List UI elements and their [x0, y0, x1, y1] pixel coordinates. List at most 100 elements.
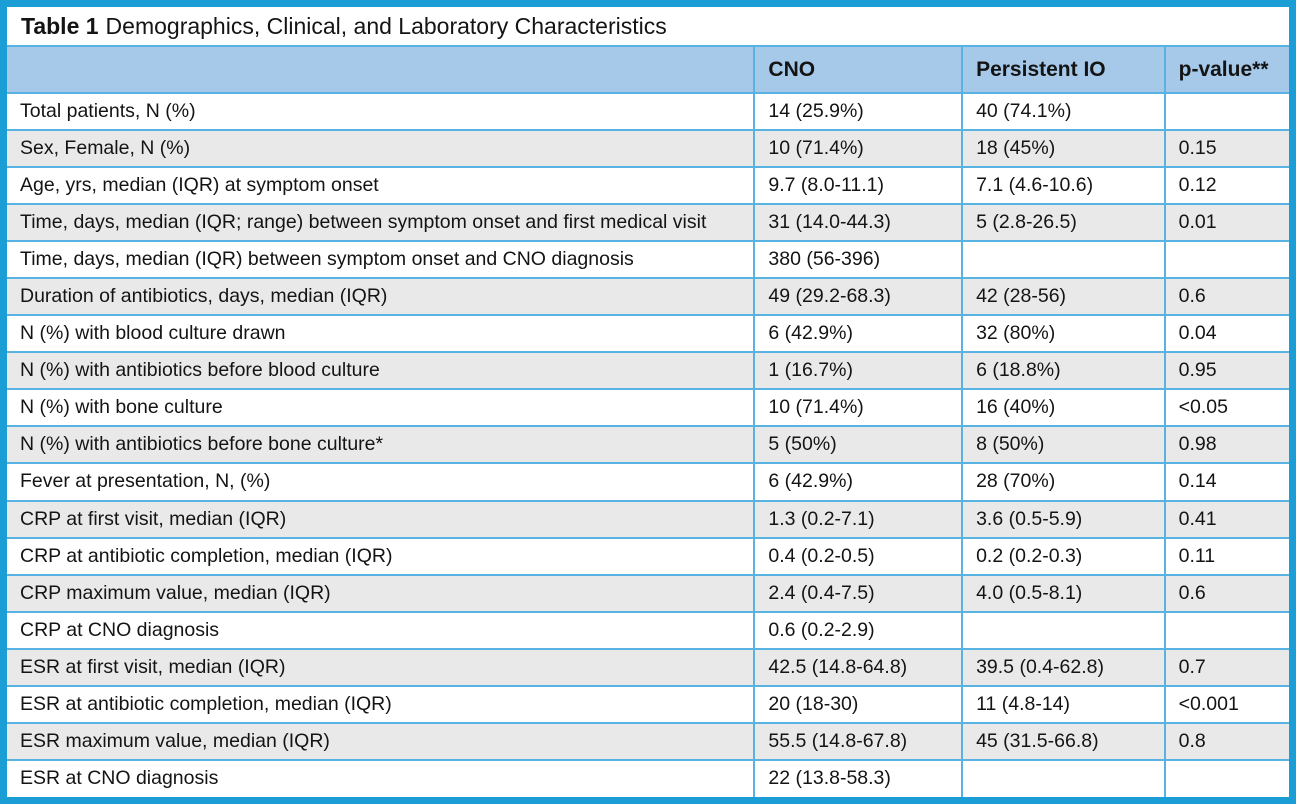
cell-cno: 10 (71.4%) — [753, 388, 963, 427]
cell-persistent-io — [961, 610, 1165, 649]
table-row: N (%) with bone culture 10 (71.4%) 16 (40%… — [7, 388, 1289, 427]
cell-cno: 6 (42.9%) — [753, 462, 963, 501]
table-row: ESR at antibiotic completion, median (IQ… — [7, 684, 1289, 723]
row-label: N (%) with bone culture — [7, 388, 755, 427]
cell-persistent-io: 4.0 (0.5-8.1) — [961, 573, 1165, 612]
cell-cno: 1.3 (0.2-7.1) — [753, 499, 963, 538]
cell-persistent-io: 6 (18.8%) — [961, 351, 1165, 390]
cell-persistent-io: 45 (31.5-66.8) — [961, 721, 1165, 760]
cell-cno: 380 (56-396) — [753, 240, 963, 279]
cell-p-value — [1163, 758, 1289, 797]
cell-cno: 0.6 (0.2-2.9) — [753, 610, 963, 649]
cell-p-value: 0.6 — [1163, 573, 1289, 612]
table-row: ESR at first visit, median (IQR) 42.5 (14… — [7, 647, 1289, 686]
column-header-persistent-io: Persistent IO — [961, 47, 1165, 93]
table-row: ESR maximum value, median (IQR) 55.5 (14.… — [7, 721, 1289, 760]
cell-persistent-io: 40 (74.1%) — [961, 91, 1165, 131]
table-row: Time, days, median (IQR; range) between … — [7, 203, 1289, 242]
row-label: N (%) with blood culture drawn — [7, 314, 755, 353]
cell-cno: 0.4 (0.2-0.5) — [753, 536, 963, 575]
table-row: CRP maximum value, median (IQR) 2.4 (0.4-… — [7, 573, 1289, 612]
table-number: Table 1 — [21, 12, 99, 39]
cell-p-value: 0.11 — [1163, 536, 1289, 575]
cell-p-value: 0.15 — [1163, 129, 1289, 168]
cell-p-value: 0.95 — [1163, 351, 1289, 390]
cell-persistent-io — [961, 758, 1165, 797]
table-row: Time, days, median (IQR) between symptom… — [7, 240, 1289, 279]
cell-cno: 31 (14.0-44.3) — [753, 203, 963, 242]
row-label: CRP maximum value, median (IQR) — [7, 573, 755, 612]
row-label: N (%) with antibiotics before blood cult… — [7, 351, 755, 390]
row-label: CRP at CNO diagnosis — [7, 610, 755, 649]
cell-p-value: 0.7 — [1163, 647, 1289, 686]
row-label: Time, days, median (IQR) between symptom… — [7, 240, 755, 279]
cell-cno: 2.4 (0.4-7.5) — [753, 573, 963, 612]
cell-persistent-io — [961, 240, 1165, 279]
row-label: Age, yrs, median (IQR) at symptom onset — [7, 166, 755, 205]
cell-persistent-io: 7.1 (4.6-10.6) — [961, 166, 1165, 205]
row-label: CRP at first visit, median (IQR) — [7, 499, 755, 538]
table-row: ESR at CNO diagnosis 22 (13.8-58.3) — [7, 758, 1289, 797]
cell-cno: 14 (25.9%) — [753, 91, 963, 131]
table-caption: Demographics, Clinical, and Laboratory C… — [105, 12, 667, 39]
cell-cno: 5 (50%) — [753, 425, 963, 464]
row-label: Total patients, N (%) — [7, 91, 755, 131]
row-label: ESR at first visit, median (IQR) — [7, 647, 755, 686]
header-row: CNO Persistent IO p-value** — [7, 47, 1289, 93]
cell-cno: 10 (71.4%) — [753, 129, 963, 168]
cell-cno: 6 (42.9%) — [753, 314, 963, 353]
table-row: N (%) with blood culture drawn 6 (42.9%) 3… — [7, 314, 1289, 353]
cell-p-value: 0.14 — [1163, 462, 1289, 501]
cell-cno: 1 (16.7%) — [753, 351, 963, 390]
cell-p-value: 0.6 — [1163, 277, 1289, 316]
cell-persistent-io: 16 (40%) — [961, 388, 1165, 427]
cell-persistent-io: 18 (45%) — [961, 129, 1165, 168]
table-row: Fever at presentation, N, (%) 6 (42.9%) 28… — [7, 462, 1289, 501]
table-row: N (%) with antibiotics before bone cultu… — [7, 425, 1289, 464]
cell-p-value: <0.001 — [1163, 684, 1289, 723]
cell-cno: 22 (13.8-58.3) — [753, 758, 963, 797]
row-label: ESR at antibiotic completion, median (IQ… — [7, 684, 755, 723]
table-row: Sex, Female, N (%) 10 (71.4%) 18 (45%) 0.15 — [7, 129, 1289, 168]
column-header-p-value: p-value** — [1163, 47, 1289, 93]
cell-p-value: 0.8 — [1163, 721, 1289, 760]
table-row: Duration of antibiotics, days, median (I… — [7, 277, 1289, 316]
characteristics-table: CNO Persistent IO p-value** Total patien… — [7, 47, 1289, 797]
row-label: ESR at CNO diagnosis — [7, 758, 755, 797]
cell-persistent-io: 39.5 (0.4-62.8) — [961, 647, 1165, 686]
cell-p-value — [1163, 91, 1289, 131]
row-label: CRP at antibiotic completion, median (IQ… — [7, 536, 755, 575]
table-row: Age, yrs, median (IQR) at symptom onset 9… — [7, 166, 1289, 205]
cell-persistent-io: 28 (70%) — [961, 462, 1165, 501]
column-header-empty — [7, 47, 755, 93]
cell-persistent-io: 0.2 (0.2-0.3) — [961, 536, 1165, 575]
cell-persistent-io: 5 (2.8-26.5) — [961, 203, 1165, 242]
cell-p-value: 0.98 — [1163, 425, 1289, 464]
cell-persistent-io: 42 (28-56) — [961, 277, 1165, 316]
table-row: CRP at antibiotic completion, median (IQ… — [7, 536, 1289, 575]
cell-p-value — [1163, 240, 1289, 279]
row-label: Time, days, median (IQR; range) between … — [7, 203, 755, 242]
table-row: Total patients, N (%) 14 (25.9%) 40 (74.1%… — [7, 91, 1289, 131]
cell-cno: 42.5 (14.8-64.8) — [753, 647, 963, 686]
table-row: CRP at CNO diagnosis 0.6 (0.2-2.9) — [7, 610, 1289, 649]
table-row: N (%) with antibiotics before blood cult… — [7, 351, 1289, 390]
cell-cno: 9.7 (8.0-11.1) — [753, 166, 963, 205]
cell-p-value — [1163, 610, 1289, 649]
cell-p-value: 0.04 — [1163, 314, 1289, 353]
cell-p-value: <0.05 — [1163, 388, 1289, 427]
cell-p-value: 0.01 — [1163, 203, 1289, 242]
row-label: ESR maximum value, median (IQR) — [7, 721, 755, 760]
cell-p-value: 0.41 — [1163, 499, 1289, 538]
cell-persistent-io: 8 (50%) — [961, 425, 1165, 464]
row-label: Fever at presentation, N, (%) — [7, 462, 755, 501]
table-row: CRP at first visit, median (IQR) 1.3 (0.2… — [7, 499, 1289, 538]
cell-cno: 55.5 (14.8-67.8) — [753, 721, 963, 760]
cell-cno: 20 (18-30) — [753, 684, 963, 723]
table-title: Table 1 Demographics, Clinical, and Labo… — [7, 7, 1289, 47]
cell-p-value: 0.12 — [1163, 166, 1289, 205]
table-body: Total patients, N (%) 14 (25.9%) 40 (74.1%… — [7, 91, 1289, 797]
column-header-cno: CNO — [753, 47, 963, 93]
cell-persistent-io: 11 (4.8-14) — [961, 684, 1165, 723]
cell-persistent-io: 32 (80%) — [961, 314, 1165, 353]
